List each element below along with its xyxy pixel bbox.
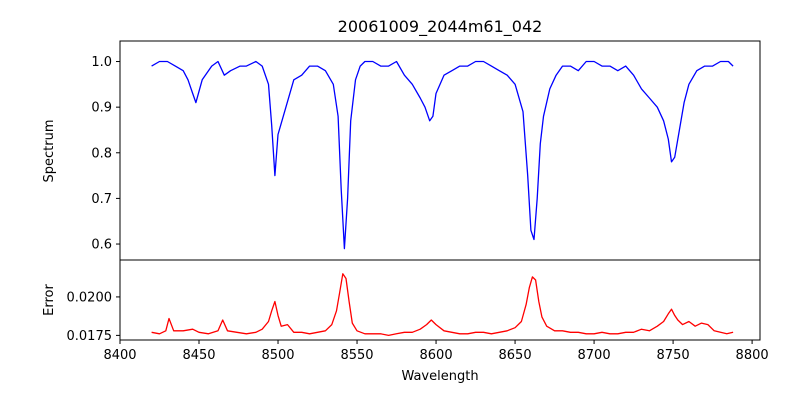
error-series-group xyxy=(151,273,734,337)
spectrum-y-axis: 0.6 0.7 0.8 0.9 1.0 xyxy=(91,55,120,253)
x-tick-label: 8700 xyxy=(578,348,611,363)
x-tick-label: 8800 xyxy=(736,348,769,363)
spectrum-y-tick-label: 0.8 xyxy=(91,146,112,161)
x-tick-label: 8650 xyxy=(499,348,532,363)
chart-title: 20061009_2044m61_042 xyxy=(338,17,543,37)
x-tick-label: 8550 xyxy=(340,348,373,363)
x-axis-label: Wavelength xyxy=(401,369,478,384)
error-plot-frame xyxy=(119,259,761,341)
spectrum-series-group xyxy=(151,60,734,250)
x-tick-label: 8450 xyxy=(182,348,215,363)
spectrum-series-line xyxy=(151,60,734,250)
x-tick-label: 8750 xyxy=(657,348,690,363)
error-y-axis: 0.0175 0.0200 xyxy=(67,290,120,344)
error-y-tick-label: 0.0175 xyxy=(67,329,113,344)
spectrum-y-tick-label: 0.9 xyxy=(91,101,112,116)
x-tick-label: 8500 xyxy=(261,348,294,363)
x-tick-label: 8600 xyxy=(420,348,453,363)
spectrum-panel: 0.6 0.7 0.8 0.9 1.0 Spectrum xyxy=(42,40,761,261)
spectrum-y-tick-label: 1.0 xyxy=(91,55,112,70)
error-panel: 0.0175 0.0200 8400 8450 8500 8550 8600 8650 870… xyxy=(42,259,769,384)
error-y-label: Error xyxy=(42,284,57,316)
spectrum-y-tick-label: 0.6 xyxy=(91,238,112,253)
error-y-tick-label: 0.0200 xyxy=(67,290,113,305)
x-tick-label: 8400 xyxy=(103,348,136,363)
spectrum-y-label: Spectrum xyxy=(42,120,57,183)
spectrum-y-tick-label: 0.7 xyxy=(91,192,112,207)
error-series-line xyxy=(151,273,734,337)
x-axis: 8400 8450 8500 8550 8600 8650 8700 8750 8800 xyxy=(103,340,769,363)
